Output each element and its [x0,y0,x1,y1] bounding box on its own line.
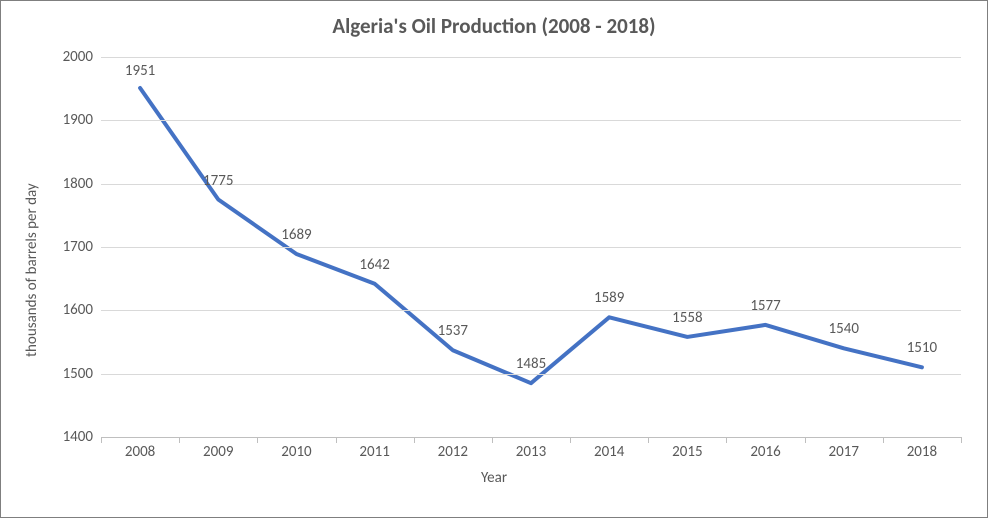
y-tick-label: 1400 [63,428,101,446]
y-tick-label: 1500 [63,365,101,383]
x-tick-label: 2017 [829,437,859,461]
x-tick-mark [257,437,258,443]
x-axis-title: Year [1,469,987,487]
data-label: 1951 [125,62,155,80]
x-tick-mark [492,437,493,443]
plot-area: 1400150016001700180019002000200820092010… [101,57,961,437]
x-tick-label: 2018 [907,437,937,461]
data-label: 1577 [750,297,780,315]
x-tick-mark [570,437,571,443]
data-label: 1589 [594,289,624,307]
x-tick-label: 2009 [203,437,233,461]
y-axis-title: thousands of barrels per day [23,183,41,357]
y-tick-label: 2000 [63,48,101,66]
data-label: 1537 [438,322,468,340]
gridline [101,374,961,375]
gridline [101,57,961,58]
chart-title: Algeria's Oil Production (2008 - 2018) [1,13,987,39]
x-tick-mark [961,437,962,443]
x-tick-mark [805,437,806,443]
x-tick-mark [414,437,415,443]
y-tick-label: 1800 [63,175,101,193]
x-tick-mark [883,437,884,443]
x-tick-label: 2014 [594,437,624,461]
x-tick-label: 2013 [516,437,546,461]
x-tick-mark [648,437,649,443]
y-tick-label: 1700 [63,238,101,256]
x-tick-mark [726,437,727,443]
x-tick-mark [179,437,180,443]
data-label: 1642 [359,256,389,274]
data-label: 1689 [281,226,311,244]
x-tick-label: 2015 [672,437,702,461]
y-tick-label: 1900 [63,111,101,129]
data-label: 1510 [907,339,937,357]
x-tick-label: 2016 [750,437,780,461]
gridline [101,247,961,248]
y-tick-label: 1600 [63,301,101,319]
data-label: 1485 [516,355,546,373]
x-tick-label: 2008 [125,437,155,461]
x-tick-mark [336,437,337,443]
x-tick-label: 2011 [359,437,389,461]
gridline [101,120,961,121]
data-label: 1558 [672,309,702,327]
data-label: 1775 [203,172,233,190]
data-label: 1540 [829,320,859,338]
x-tick-label: 2010 [281,437,311,461]
x-tick-label: 2012 [438,437,468,461]
gridline [101,310,961,311]
x-tick-mark [101,437,102,443]
chart-container: Algeria's Oil Production (2008 - 2018) t… [0,0,988,518]
